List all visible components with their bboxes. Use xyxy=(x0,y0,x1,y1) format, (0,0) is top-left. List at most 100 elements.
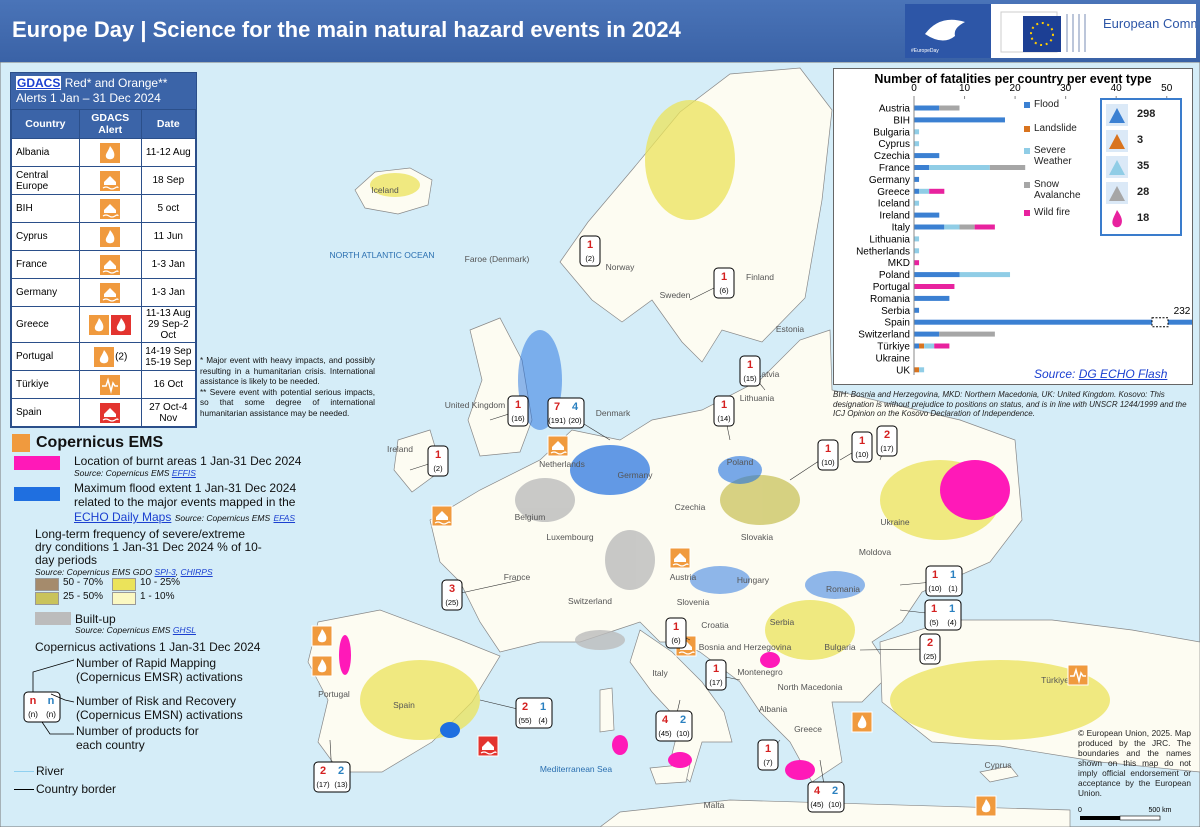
products-label: Number of products for each country xyxy=(76,724,199,752)
y-tick-label: UK xyxy=(896,365,910,376)
echo-link[interactable]: ECHO Daily Maps xyxy=(74,510,172,524)
hazard-icon xyxy=(1106,182,1128,204)
products-count: (17) xyxy=(880,444,894,453)
y-tick-label: Cyprus xyxy=(878,139,910,150)
rapid-count: 1 xyxy=(825,443,831,455)
alert-icon xyxy=(100,142,121,163)
bar-segment xyxy=(974,224,995,230)
sample-products: (n) xyxy=(46,710,56,719)
alert-cell xyxy=(78,166,142,195)
products-count: (6) xyxy=(671,636,681,645)
total-value: 3 xyxy=(1137,134,1144,146)
efas-link[interactable]: EFAS xyxy=(273,513,296,523)
activation-box xyxy=(713,395,735,427)
date: 14-19 Sep xyxy=(145,345,192,357)
products-count: (13) xyxy=(334,780,348,789)
products-count: (20) xyxy=(568,416,582,425)
icon-glyph xyxy=(1109,186,1125,201)
glyph xyxy=(678,651,695,655)
map-hazard-icon xyxy=(477,735,499,757)
river-label: River xyxy=(36,764,65,778)
rapid-count: 1 xyxy=(587,239,593,251)
country-cell: Portugal xyxy=(11,342,80,371)
echo-flash-link[interactable]: DG ECHO Flash xyxy=(1078,367,1168,381)
border-label: Country border xyxy=(36,782,117,796)
table-row: France 1-3 Jan xyxy=(11,250,197,279)
risk-count: 2 xyxy=(338,765,344,777)
activation-box xyxy=(739,355,761,387)
glyph xyxy=(102,376,119,394)
products-count: (17) xyxy=(709,678,723,687)
alert-icon xyxy=(100,374,121,395)
products-count: (55) xyxy=(518,716,532,725)
chirps-link[interactable]: CHIRPS xyxy=(180,567,213,577)
activation-box xyxy=(757,739,779,771)
y-tick-label: Bulgaria xyxy=(873,127,910,138)
map-hazard-icon xyxy=(547,435,569,457)
products-count: (6) xyxy=(719,286,729,295)
table-row: BIH 5 oct xyxy=(11,194,197,223)
x-tick-label: 30 xyxy=(1060,83,1072,94)
total-value: 35 xyxy=(1137,160,1150,172)
glyph xyxy=(106,145,115,159)
risk-count: 1 xyxy=(950,569,956,581)
activation-box xyxy=(705,659,727,691)
rapid-count: 4 xyxy=(662,714,669,726)
glyph xyxy=(981,799,991,813)
glyph xyxy=(106,229,115,243)
country-label: Ireland xyxy=(387,444,413,454)
sample-products: (n) xyxy=(28,710,38,719)
alert-cell xyxy=(78,222,142,251)
country-label: Montenegro xyxy=(737,667,783,677)
products-count: (4) xyxy=(947,618,957,627)
activation-box xyxy=(515,697,553,729)
table-row: Germany 1-3 Jan xyxy=(11,278,197,307)
y-tick-label: Greece xyxy=(877,187,910,198)
legend-swatch xyxy=(1024,182,1030,188)
products-count: (5) xyxy=(929,618,939,627)
alert-icon xyxy=(100,254,121,275)
country-label: France xyxy=(504,572,531,582)
activation-box xyxy=(817,439,839,471)
bar-segment xyxy=(914,331,940,337)
logo-tag: #EuropeDay xyxy=(911,48,939,54)
glyph xyxy=(857,715,867,729)
gdacs-link[interactable]: GDACS xyxy=(16,76,62,90)
effis-link[interactable]: EFFIS xyxy=(171,468,196,478)
alert-icon xyxy=(100,198,121,219)
date-cell: 5 oct xyxy=(140,194,197,223)
activation-box xyxy=(579,235,601,267)
country-cell: BIH xyxy=(11,194,80,223)
country-label: Iceland xyxy=(371,185,399,195)
products-count: (10) xyxy=(828,800,842,809)
glyph xyxy=(480,751,497,755)
bar-segment xyxy=(939,331,995,337)
country-cell: France xyxy=(11,250,80,279)
rapid-count: 2 xyxy=(927,637,933,649)
rapid-count: 1 xyxy=(859,435,865,447)
products-count: (2) xyxy=(433,464,443,473)
alert-icon xyxy=(111,314,132,335)
logo-graphic: #EuropeDay European Commission xyxy=(905,4,1200,58)
spi-link[interactable]: SPI-3 xyxy=(154,567,176,577)
glyph xyxy=(102,297,119,302)
ghsl-link[interactable]: GHSL xyxy=(172,625,196,635)
date-cell: 11-12 Aug xyxy=(140,138,197,167)
map-hazard-icon xyxy=(311,655,333,677)
date-cell: 1-3 Jan xyxy=(140,250,197,279)
y-tick-label: Türkiye xyxy=(877,342,910,353)
country-cell: Spain xyxy=(11,398,80,427)
x-tick-label: 0 xyxy=(911,83,917,94)
activations-label: Copernicus activations 1 Jan-31 Dec 2024 xyxy=(35,640,261,654)
products-count: (10) xyxy=(855,450,869,459)
country-label: Romania xyxy=(826,584,860,594)
hazard-icon xyxy=(1106,208,1128,230)
activation-box xyxy=(665,617,687,649)
activation-sample: n n (n) (n) xyxy=(23,659,75,735)
bar-segment xyxy=(914,176,920,182)
footnotes: * Major event with heavy impacts, and po… xyxy=(200,356,375,419)
y-tick-label: Ireland xyxy=(879,211,910,222)
legend-item: Wild fire xyxy=(1024,207,1096,218)
table-row: Portugal (2) 14-19 Sep 15-19 Sep xyxy=(11,342,197,371)
